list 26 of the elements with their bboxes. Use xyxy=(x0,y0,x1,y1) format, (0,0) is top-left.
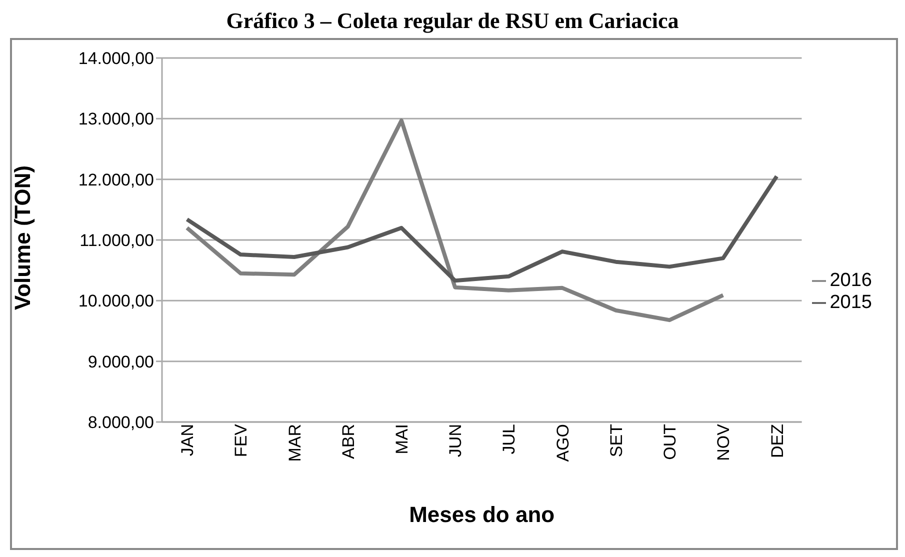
x-tick-label: MAI xyxy=(392,424,412,454)
x-axis-title: Meses do ano xyxy=(409,502,555,527)
line-series xyxy=(185,174,779,283)
x-tick-label: MAR xyxy=(285,424,304,462)
y-tick-label: 10.000,00 xyxy=(78,292,154,311)
chart-title: Gráfico 3 – Coleta regular de RSU em Cariacica xyxy=(225,8,680,34)
y-tick-label: 14.000,00 xyxy=(78,49,154,68)
x-tick-label: FEV xyxy=(232,423,251,458)
x-tick-label: AGO xyxy=(553,424,572,462)
y-axis-title: Volume (TON) xyxy=(10,165,35,310)
x-tick-label: SET xyxy=(606,424,626,458)
y-tick-label: 13.000,00 xyxy=(78,110,154,129)
x-tick-label: NOV xyxy=(714,423,734,461)
x-tick-label: JUN xyxy=(446,424,466,458)
y-tick-label: 12.000,00 xyxy=(78,170,154,190)
y-tick-label: 8.000,00 xyxy=(88,413,154,432)
legend-label: 2015 xyxy=(830,292,872,313)
legend-label: 2016 xyxy=(830,270,872,291)
y-tick-label: 11.000,00 xyxy=(80,231,154,250)
x-tick-label: DEZ xyxy=(768,424,787,458)
x-tick-label: JAN xyxy=(178,424,198,456)
x-tick-label: ABR xyxy=(338,424,358,459)
x-tick-label: JUL xyxy=(500,424,519,454)
y-tick-label: 9.000,00 xyxy=(88,352,154,372)
x-tick-label: OUT xyxy=(660,424,680,460)
line-series xyxy=(185,118,726,322)
